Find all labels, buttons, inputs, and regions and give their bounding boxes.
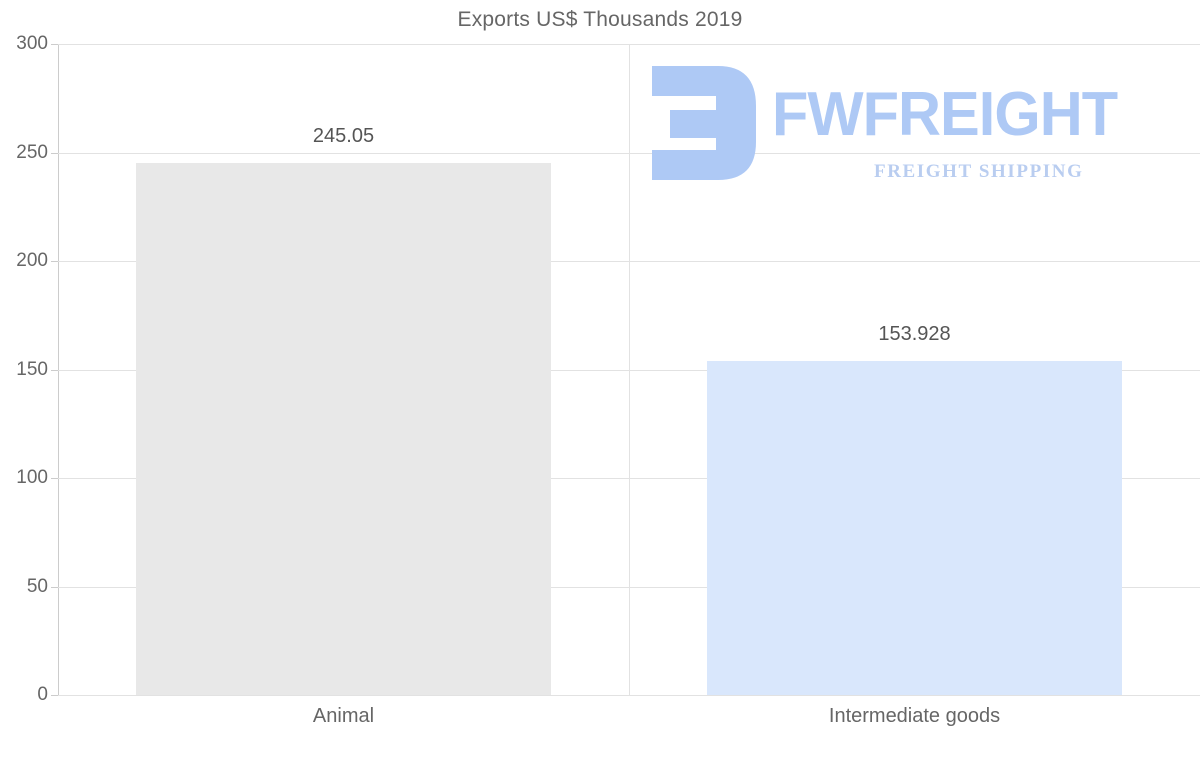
plot-area — [58, 44, 1200, 696]
y-axis-tick — [51, 586, 58, 588]
y-axis-tick-label: 200 — [16, 250, 48, 271]
x-axis-category-label: Intermediate goods — [828, 705, 1001, 727]
y-axis-tick — [51, 261, 58, 262]
y-axis-tick-label: 300 — [16, 33, 48, 54]
x-axis-category-label: Animal — [312, 705, 375, 727]
y-axis-tick-label: 0 — [37, 684, 48, 705]
y-axis-tick — [51, 152, 58, 154]
y-axis-tick-label: 50 — [26, 575, 48, 597]
gridline-horizontal — [58, 695, 1200, 696]
bar-value-label: 153.928 — [878, 322, 951, 345]
y-axis-labels: 0 50 100 150 200 250 300 — [0, 0, 48, 763]
y-axis-tick-label: 100 — [16, 467, 48, 488]
bar[interactable] — [706, 360, 1123, 695]
gridline-vertical — [629, 44, 630, 695]
chart-title: Exports US$ Thousands 2019 — [457, 8, 743, 31]
bar[interactable] — [135, 163, 552, 695]
y-axis-tick — [51, 478, 58, 479]
y-axis-tick — [51, 369, 58, 371]
y-axis-tick-label: 250 — [16, 141, 48, 163]
y-axis-tick-label: 150 — [16, 358, 48, 380]
bar-value-label: 245.05 — [312, 125, 375, 148]
y-axis-tick — [51, 695, 58, 696]
y-axis-tick — [51, 44, 58, 45]
